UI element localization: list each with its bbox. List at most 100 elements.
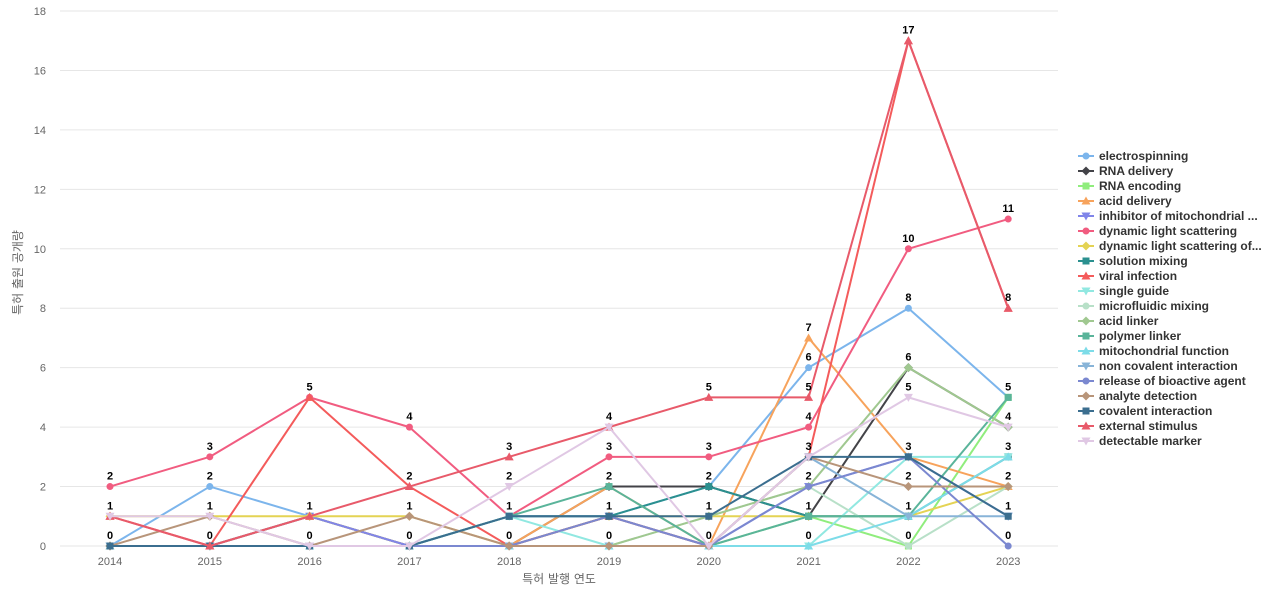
legend-swatch-marker bbox=[1082, 257, 1090, 265]
mitochondrial-function-point bbox=[804, 541, 814, 550]
legend-item-viral-infection[interactable]: viral infection bbox=[1078, 269, 1177, 283]
dynamic-light-scattering-point bbox=[1004, 215, 1012, 223]
legend-label: dynamic light scattering bbox=[1099, 224, 1237, 238]
legend-swatch-marker bbox=[1082, 182, 1090, 190]
data-label: 3 bbox=[806, 441, 812, 453]
detectable-marker-point bbox=[305, 542, 315, 551]
x-tick-label: 2023 bbox=[996, 556, 1020, 568]
data-label: 5 bbox=[307, 381, 313, 393]
viral-infection-line bbox=[109, 39, 1010, 547]
legend-swatch-marker bbox=[1082, 152, 1090, 160]
legend-label: single guide bbox=[1099, 284, 1169, 298]
legend-item-dynamic-light-scattering[interactable]: dynamic light scattering bbox=[1078, 224, 1237, 238]
data-label: 8 bbox=[905, 292, 911, 304]
x-tick-label: 2016 bbox=[297, 556, 321, 568]
data-label: 1 bbox=[1005, 500, 1011, 512]
legend-item-mitochondrial-function[interactable]: mitochondrial function bbox=[1078, 344, 1229, 358]
covalent-interaction-point bbox=[1004, 512, 1012, 520]
dynamic-light-scattering-point bbox=[206, 453, 214, 461]
data-label: 6 bbox=[806, 352, 812, 364]
electrospinning-point bbox=[206, 483, 214, 491]
detectable-marker-point bbox=[903, 393, 913, 402]
data-label: 4 bbox=[406, 411, 413, 423]
data-label: 11 bbox=[1002, 203, 1014, 215]
y-tick-label: 6 bbox=[40, 363, 46, 375]
data-label: 1 bbox=[806, 500, 812, 512]
x-axis-title: 특허 발행 연도 bbox=[522, 571, 596, 586]
legend-swatch-marker bbox=[1081, 287, 1091, 296]
non-covalent-interaction-point bbox=[903, 512, 913, 521]
legend-item-solution-mixing[interactable]: solution mixing bbox=[1078, 254, 1188, 268]
data-label: 5 bbox=[706, 381, 712, 393]
data-label: 2 bbox=[107, 471, 113, 483]
viral-infection-point bbox=[305, 392, 315, 401]
analyte-detection-point bbox=[504, 541, 514, 551]
legend-label: electrospinning bbox=[1099, 149, 1188, 163]
dynamic-light-scattering-point bbox=[605, 453, 613, 461]
legend-item-acid-linker[interactable]: acid linker bbox=[1078, 314, 1159, 328]
x-tick-label: 2018 bbox=[497, 556, 521, 568]
data-label: 0 bbox=[307, 530, 313, 542]
detectable-marker-line bbox=[110, 396, 1009, 547]
external-stimulus-point bbox=[504, 452, 514, 461]
x-tick-label: 2022 bbox=[896, 556, 920, 568]
release-of-bioactive-agent-point bbox=[805, 483, 813, 491]
data-label: 3 bbox=[706, 441, 712, 453]
data-label: 2 bbox=[905, 471, 911, 483]
legend-swatch-marker bbox=[1081, 241, 1091, 251]
data-label: 3 bbox=[1005, 441, 1011, 453]
dynamic-light-scattering-point bbox=[805, 423, 813, 431]
legend-label: solution mixing bbox=[1099, 254, 1188, 268]
legend-item-release-of-bioactive-agent[interactable]: release of bioactive agent bbox=[1078, 374, 1246, 388]
legend-swatch-marker bbox=[1081, 271, 1091, 280]
data-label: 17 bbox=[902, 25, 914, 37]
legend-item-rna-encoding[interactable]: RNA encoding bbox=[1078, 179, 1181, 193]
data-label: 2 bbox=[806, 471, 812, 483]
analyte-detection-point bbox=[604, 541, 614, 551]
legend-item-inhibitor-of-mitochondrial[interactable]: inhibitor of mitochondrial ... bbox=[1078, 209, 1258, 223]
legend-swatch-marker bbox=[1081, 346, 1091, 355]
data-label: 5 bbox=[905, 381, 911, 393]
data-label: 0 bbox=[706, 530, 712, 542]
x-tick-label: 2015 bbox=[198, 556, 222, 568]
data-label: 3 bbox=[207, 441, 213, 453]
legend-item-non-covalent-interaction[interactable]: non covalent interaction bbox=[1078, 359, 1238, 373]
legend-item-rna-delivery[interactable]: RNA delivery bbox=[1078, 164, 1174, 178]
electrospinning-point bbox=[904, 304, 912, 312]
external-stimulus-point bbox=[205, 541, 215, 550]
legend-label: release of bioactive agent bbox=[1099, 374, 1246, 388]
legend-label: inhibitor of mitochondrial ... bbox=[1099, 209, 1258, 223]
legend-swatch-marker bbox=[1081, 166, 1091, 176]
legend-item-dynamic-light-scattering-of[interactable]: dynamic light scattering of... bbox=[1078, 239, 1262, 253]
dynamic-light-scattering-point bbox=[405, 423, 413, 431]
dynamic-light-scattering-point bbox=[106, 483, 114, 491]
legend-item-analyte-detection[interactable]: analyte detection bbox=[1078, 389, 1197, 403]
legend-label: viral infection bbox=[1099, 269, 1177, 283]
external-stimulus-point bbox=[804, 392, 814, 401]
legend-item-acid-delivery[interactable]: acid delivery bbox=[1078, 194, 1172, 208]
microfluidic-mixing-point bbox=[904, 542, 912, 550]
legend-item-detectable-marker[interactable]: detectable marker bbox=[1078, 434, 1202, 448]
legend-item-external-stimulus[interactable]: external stimulus bbox=[1078, 419, 1198, 433]
legend-item-electrospinning[interactable]: electrospinning bbox=[1078, 149, 1188, 163]
legend-item-microfluidic-mixing[interactable]: microfluidic mixing bbox=[1078, 299, 1209, 313]
data-label: 4 bbox=[606, 411, 613, 423]
data-label: 5 bbox=[1005, 381, 1011, 393]
legend-item-polymer-linker[interactable]: polymer linker bbox=[1078, 329, 1181, 343]
legend-item-covalent-interaction[interactable]: covalent interaction bbox=[1078, 404, 1212, 418]
electrospinning-point bbox=[805, 364, 813, 372]
legend-item-single-guide[interactable]: single guide bbox=[1078, 284, 1169, 298]
polymer-linker-point bbox=[605, 483, 613, 491]
series-dynamic-light-scattering bbox=[106, 215, 1012, 520]
data-label: 0 bbox=[606, 530, 612, 542]
data-label: 1 bbox=[706, 500, 712, 512]
data-label: 3 bbox=[905, 441, 911, 453]
dynamic-light-scattering-point bbox=[705, 453, 713, 461]
data-label: 8 bbox=[1005, 292, 1011, 304]
detectable-marker-point bbox=[804, 453, 814, 462]
legend-label: dynamic light scattering of... bbox=[1099, 239, 1262, 253]
data-label: 0 bbox=[107, 530, 113, 542]
legend-label: acid linker bbox=[1099, 314, 1159, 328]
